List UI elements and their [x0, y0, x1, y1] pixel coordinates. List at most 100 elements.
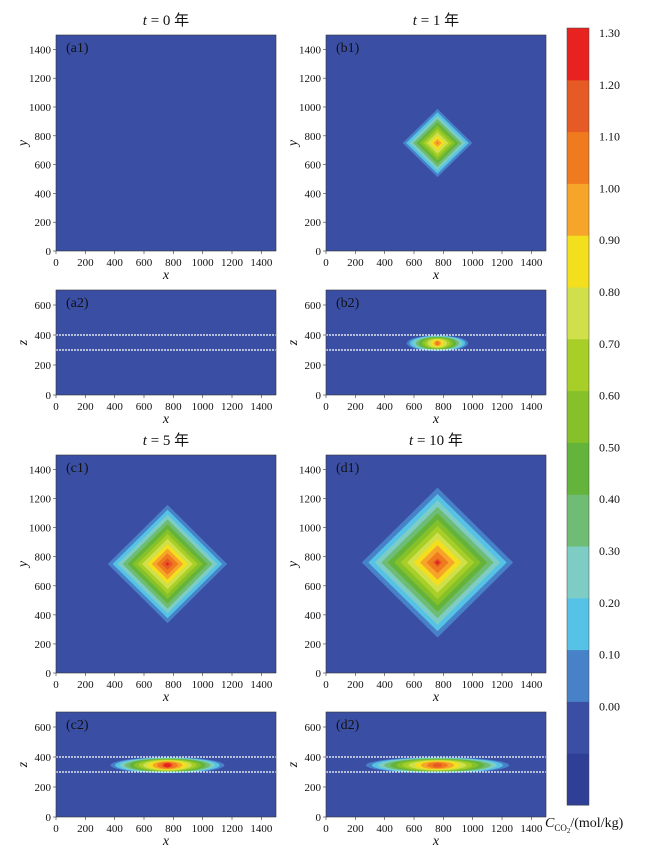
x-tick-label: 0	[53, 257, 59, 269]
panel-d2: 0 200 400 600 800 1000 1200 1400 0 200 400 600 x z (d2…	[286, 711, 547, 849]
y-tick-label: 200	[305, 782, 322, 794]
plot-background	[56, 35, 276, 251]
x-tick-label: 600	[136, 679, 153, 691]
y-tick-label: 400	[35, 610, 52, 622]
y-tick-label: 400	[305, 188, 322, 200]
x-tick-label: 400	[106, 679, 123, 691]
x-axis-label: x	[432, 268, 440, 283]
x-tick-label: 1000	[462, 257, 485, 269]
x-tick-label: 1200	[491, 257, 514, 269]
plot-frame	[325, 711, 547, 818]
y-tick-label: 800	[35, 552, 52, 564]
panel-label: (d2)	[336, 718, 360, 733]
colorbar: 0.00 0.10 0.20 0.30 0.40 0.50 0.60 0.70 0.80 0.90…	[545, 26, 624, 835]
x-tick-label: 1200	[221, 823, 244, 835]
x-tick-label: 800	[165, 679, 182, 691]
x-axis-label: x	[162, 412, 170, 427]
y-axis-label: z	[16, 761, 31, 768]
y-axis-label: z	[16, 339, 31, 346]
y-tick-label: 0	[46, 390, 52, 402]
y-tick-label: 0	[316, 812, 322, 824]
y-tick-label: 400	[305, 610, 322, 622]
x-tick-label: 1000	[462, 401, 485, 413]
panel-title: t = 10 年	[409, 432, 463, 449]
plume-contours	[355, 481, 520, 644]
colorbar-tick-label: 0.90	[599, 233, 620, 247]
panel-b2: 0 200 400 600 800 1000 1200 1400 0 200 400 600 x z (b2…	[286, 289, 547, 427]
y-tick-label: 600	[305, 581, 322, 593]
x-tick-label: 1400	[520, 823, 543, 835]
x-axis-label: x	[432, 834, 440, 849]
x-tick-label: 800	[435, 823, 452, 835]
y-tick-label: 600	[305, 300, 322, 312]
y-tick-label: 1200	[299, 73, 322, 85]
plot-frame	[325, 454, 547, 674]
x-axis-label: x	[162, 690, 170, 705]
colorbar-swatch	[567, 28, 589, 81]
colorbar-frame	[566, 27, 590, 806]
x-tick-label: 400	[376, 257, 393, 269]
panel-d1: 0 200 400 600 800 1000 1200 1400 0 200 400 600 800 10…	[286, 432, 547, 705]
x-tick-label: 0	[53, 401, 59, 413]
plot-frame	[325, 34, 547, 252]
contour-band	[435, 341, 440, 346]
y-tick-label: 200	[305, 639, 322, 651]
colorbar-tick-label: 0.00	[599, 699, 620, 713]
colorbar-tick-label: 1.00	[599, 181, 620, 195]
x-tick-label: 200	[347, 257, 364, 269]
y-tick-label: 600	[305, 160, 322, 172]
y-tick-label: 600	[305, 722, 322, 734]
y-tick-label: 800	[305, 131, 322, 143]
colorbar-swatch	[567, 287, 589, 340]
y-tick-label: 1200	[29, 494, 52, 506]
x-tick-label: 1000	[462, 679, 485, 691]
x-tick-label: 1400	[250, 257, 273, 269]
y-axis-label: y	[16, 560, 31, 569]
y-tick-label: 0	[316, 390, 322, 402]
x-tick-label: 1400	[250, 679, 273, 691]
colorbar-tick-label: 0.30	[599, 544, 620, 558]
x-tick-label: 1200	[491, 823, 514, 835]
panel-label: (d1)	[336, 461, 360, 476]
y-tick-label: 400	[35, 330, 52, 342]
plume-contours	[399, 105, 476, 181]
y-tick-label: 1400	[299, 44, 322, 56]
x-tick-label: 400	[376, 823, 393, 835]
y-tick-label: 600	[35, 300, 52, 312]
x-tick-label: 1000	[192, 679, 215, 691]
x-tick-label: 400	[106, 401, 123, 413]
x-tick-label: 1000	[192, 401, 215, 413]
colorbar-swatch	[567, 701, 589, 754]
panel-title: t = 1 年	[413, 12, 459, 29]
y-tick-label: 1000	[299, 523, 322, 535]
y-tick-label: 200	[305, 360, 322, 372]
x-tick-label: 400	[106, 257, 123, 269]
x-tick-label: 800	[435, 679, 452, 691]
y-tick-label: 600	[35, 581, 52, 593]
x-tick-label: 0	[323, 401, 329, 413]
y-tick-label: 400	[35, 188, 52, 200]
x-tick-label: 600	[406, 679, 423, 691]
x-axis-label: x	[162, 834, 170, 849]
x-tick-label: 0	[53, 679, 59, 691]
colorbar-tick-label: 0.20	[599, 596, 620, 610]
contour-band	[435, 560, 440, 565]
x-tick-label: 200	[77, 257, 94, 269]
y-axis-label: y	[286, 560, 301, 569]
y-tick-label: 1400	[299, 465, 322, 477]
y-tick-label: 200	[35, 360, 52, 372]
colorbar-tick-label: 0.70	[599, 337, 620, 351]
y-tick-label: 800	[35, 131, 52, 143]
colorbar-swatch	[567, 597, 589, 651]
y-tick-label: 1400	[29, 44, 52, 56]
x-tick-label: 1000	[192, 257, 215, 269]
panel-a1: 0 200 400 600 800 1000 1200 1400 0 200 400 600 800 10…	[16, 12, 277, 283]
y-tick-label: 1400	[29, 465, 52, 477]
x-tick-label: 600	[136, 401, 153, 413]
y-tick-label: 400	[305, 330, 322, 342]
x-tick-label: 800	[435, 257, 452, 269]
x-tick-label: 0	[323, 257, 329, 269]
y-tick-label: 1000	[29, 102, 52, 114]
x-tick-label: 1200	[221, 401, 244, 413]
